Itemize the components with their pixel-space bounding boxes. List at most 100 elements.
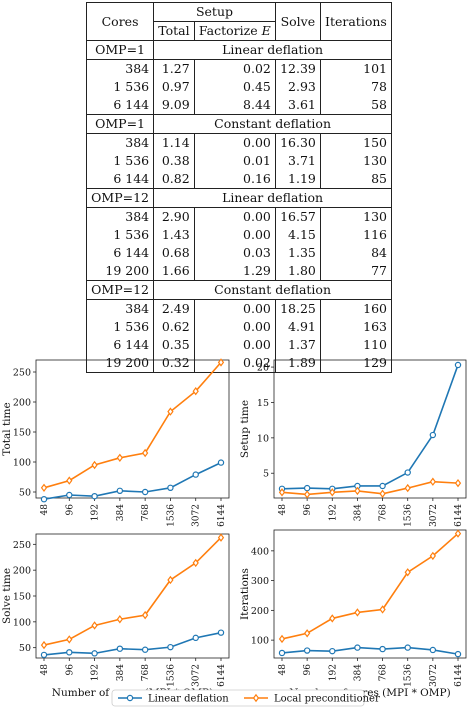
data-point — [217, 533, 225, 542]
data-point — [404, 568, 411, 577]
y-tick-label: 200 — [251, 606, 269, 617]
data-point — [217, 459, 225, 466]
series-line — [281, 532, 459, 640]
cell-factorize: 0.01 — [194, 152, 276, 170]
cell-iterations: 101 — [320, 59, 393, 78]
table-row: 6 144 0.68 0.03 1.35 84 — [85, 244, 393, 262]
y-tick-label: 20 — [257, 363, 269, 374]
cell-total: 1.27 — [153, 59, 195, 78]
table-row: 384 1.27 0.02 12.39 101 — [85, 59, 393, 78]
data-point — [303, 484, 311, 492]
data-point — [329, 614, 336, 623]
data-point — [167, 484, 174, 491]
data-point — [354, 608, 361, 617]
data-point — [278, 634, 286, 644]
cell-total: 0.35 — [153, 336, 195, 354]
cell-cores: 384 — [85, 59, 155, 78]
data-point — [303, 629, 311, 638]
y-tick-label: 300 — [251, 576, 269, 587]
cell-factorize: 1.29 — [194, 262, 276, 281]
data-point — [40, 495, 48, 503]
table-row: 384 2.49 0.00 18.25 160 — [85, 299, 393, 318]
x-tick-label: 768 — [141, 504, 151, 521]
data-point — [66, 476, 73, 485]
section-header-row: OMP=1 Linear deflation — [85, 40, 392, 60]
data-point — [354, 486, 361, 496]
series-line — [281, 364, 459, 490]
data-point — [454, 478, 462, 488]
legend-marker — [252, 693, 260, 703]
x-tick-label: 48 — [278, 664, 288, 676]
y-tick-label: 100 — [13, 458, 31, 469]
cell-total: 2.90 — [153, 207, 195, 226]
results-table-container: Cores Setup Solve Iterations Total Facto… — [85, 2, 393, 373]
x-tick-label: 1536 — [404, 504, 414, 527]
table-row: 1 536 0.62 0.00 4.91 163 — [85, 318, 393, 336]
cell-cores: 384 — [85, 133, 155, 152]
cell-cores: 384 — [85, 207, 155, 226]
y-tick-label: 50 — [19, 643, 31, 654]
section-method: Constant deflation — [153, 280, 392, 300]
cell-iterations: 58 — [320, 96, 393, 115]
cell-solve: 3.71 — [275, 152, 321, 170]
cell-factorize: 8.44 — [194, 96, 276, 115]
cell-total: 0.32 — [153, 354, 195, 373]
table-row: 1 536 1.43 0.00 4.15 116 — [85, 226, 393, 244]
cell-iterations: 110 — [320, 336, 393, 354]
x-tick-label: 384 — [353, 504, 363, 521]
x-tick-label: 1536 — [166, 504, 176, 527]
data-point — [379, 482, 386, 490]
cell-cores: 6 144 — [85, 244, 155, 262]
data-point — [454, 650, 462, 658]
y-tick-label: 250 — [13, 540, 31, 551]
cell-total: 0.38 — [153, 152, 195, 170]
data-point — [141, 646, 149, 653]
cell-solve: 1.19 — [275, 170, 321, 189]
table-row: 1 536 0.38 0.01 3.71 130 — [85, 152, 393, 170]
cell-factorize: 0.00 — [194, 226, 276, 244]
section-omp: OMP=12 — [85, 188, 155, 208]
section-method: Linear deflation — [153, 40, 392, 60]
section-header-row: OMP=12 Constant deflation — [85, 280, 392, 300]
cell-total: 1.43 — [153, 226, 195, 244]
cell-total: 1.14 — [153, 133, 195, 152]
plot-frame — [35, 533, 230, 659]
data-point — [192, 634, 199, 642]
y-tick-label: 15 — [257, 398, 269, 409]
header-total: Total — [153, 21, 195, 41]
data-point — [379, 645, 386, 653]
data-point — [116, 615, 124, 624]
data-point — [91, 460, 98, 470]
data-point — [278, 649, 286, 657]
data-point — [329, 488, 336, 497]
x-tick-label: 384 — [116, 664, 126, 681]
data-point — [454, 361, 462, 369]
cell-solve: 16.57 — [275, 207, 321, 226]
cell-solve: 1.89 — [275, 354, 321, 373]
x-tick-label: 6144 — [454, 504, 464, 527]
cell-iterations: 77 — [320, 262, 393, 281]
y-tick-label: 200 — [13, 566, 31, 577]
cell-iterations: 84 — [320, 244, 393, 262]
cell-iterations: 78 — [320, 78, 393, 96]
x-tick-label: 192 — [91, 664, 101, 681]
y-tick-label: 150 — [13, 428, 31, 439]
table-row: 384 1.14 0.00 16.30 150 — [85, 133, 393, 152]
data-point — [91, 650, 98, 657]
chart-2: 5 10 15 20 48 96 192 384 768 1536 3072 6144 Setup ti… — [239, 359, 467, 527]
cell-factorize: 0.02 — [194, 59, 276, 78]
legend: Linear deflation Local preconditioner — [111, 689, 380, 707]
header-setup: Setup — [153, 2, 276, 22]
cell-solve: 18.25 — [275, 299, 321, 318]
results-table: Cores Setup Solve Iterations Total Facto… — [85, 2, 393, 373]
chart-3: 50 100 150 200 250 48 96 192 384 768 1536 3072 6144 S… — [1, 533, 230, 699]
x-tick-label: 3072 — [192, 664, 202, 687]
data-point — [40, 483, 48, 492]
data-point — [91, 492, 98, 500]
cell-iterations: 150 — [320, 133, 393, 152]
y-tick-label: 5 — [263, 469, 269, 480]
cell-cores: 1 536 — [85, 78, 155, 96]
y-axis-label: Solve time — [1, 568, 13, 624]
x-tick-label: 1536 — [166, 664, 176, 687]
section-header-row: OMP=12 Linear deflation — [85, 188, 392, 208]
